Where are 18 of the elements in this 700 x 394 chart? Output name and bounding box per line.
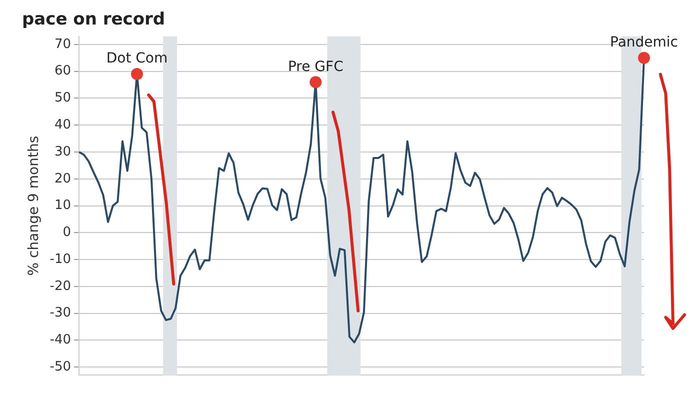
annotation: Pre GFC — [288, 58, 344, 75]
y-axis-title: % change 9 months — [26, 136, 42, 276]
y-tick-label: -30 — [50, 306, 72, 321]
annotation: Dot Com — [106, 50, 168, 67]
y-tick-label: 30 — [54, 144, 72, 160]
y-tick-label: 10 — [54, 198, 72, 214]
y-tick-label: 60 — [54, 64, 72, 79]
y-tick-label: 20 — [54, 171, 72, 186]
y-tick-label: 0 — [62, 225, 72, 240]
chart-title: pace on record — [22, 10, 166, 30]
y-tick-label: 70 — [54, 36, 72, 52]
y-tick-label: 40 — [54, 118, 72, 133]
y-tick-label: -40 — [50, 332, 72, 348]
y-tick-label: 50 — [54, 90, 72, 106]
y-tick-label: -10 — [50, 252, 72, 267]
y-tick-label: -20 — [50, 278, 72, 294]
annotation: Pandemic — [610, 34, 678, 51]
y-tick-label: -50 — [50, 360, 72, 375]
